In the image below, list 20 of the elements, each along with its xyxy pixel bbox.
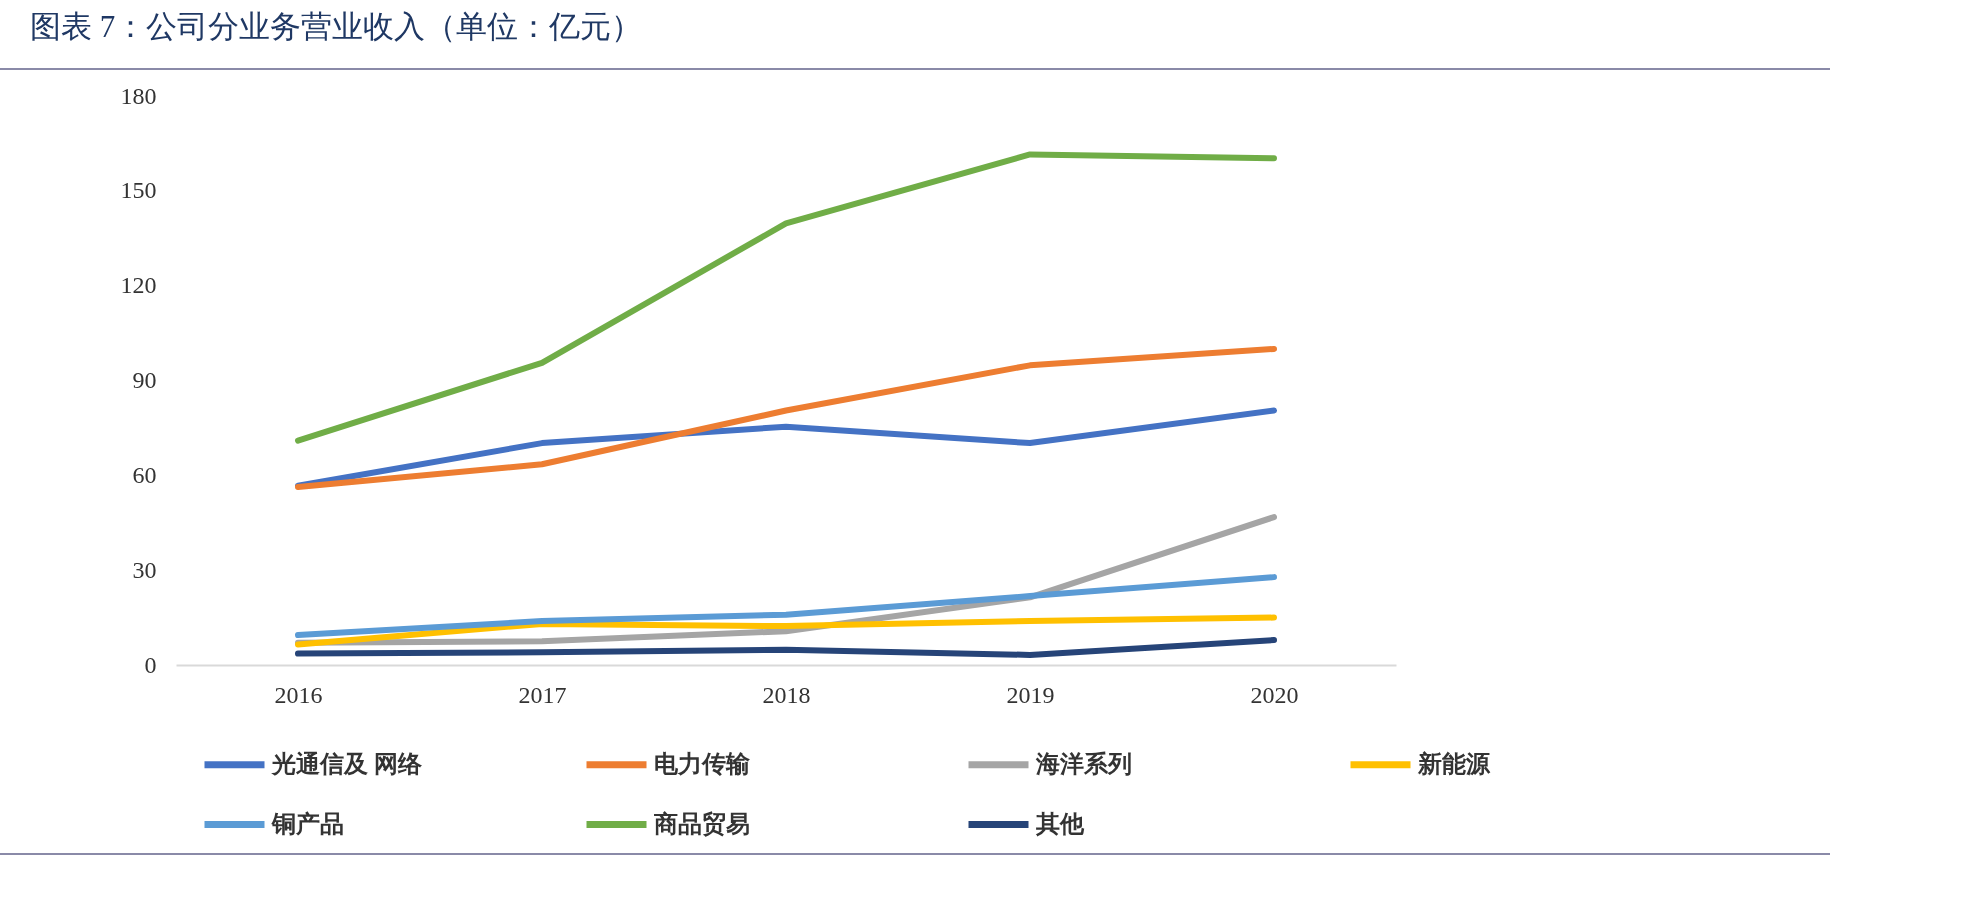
legend-label: 其他 xyxy=(1035,810,1085,837)
x-tick-label: 2018 xyxy=(762,681,811,708)
legend-label: 商品贸易 xyxy=(653,810,750,837)
chart-title: 图表 7：公司分业务营业收入（单位：亿元） xyxy=(30,9,643,44)
legend-label: 海洋系列 xyxy=(1035,750,1132,777)
y-tick-label: 0 xyxy=(144,651,157,678)
y-tick-label: 180 xyxy=(120,82,157,109)
y-tick-label: 90 xyxy=(132,367,157,393)
legend-label: 电力传输 xyxy=(654,750,751,777)
x-tick-label: 2019 xyxy=(1006,681,1055,708)
x-tick-label: 2020 xyxy=(1250,681,1299,708)
legend-label: 光通信及 网络 xyxy=(271,750,423,777)
y-tick-label: 150 xyxy=(120,177,157,204)
y-tick-label: 60 xyxy=(132,461,157,488)
legend-label: 铜产品 xyxy=(271,810,344,837)
x-tick-label: 2017 xyxy=(518,681,567,708)
y-tick-label: 30 xyxy=(132,556,157,583)
x-tick-label: 2016 xyxy=(274,681,323,708)
y-tick-label: 120 xyxy=(120,272,157,299)
legend-label: 新能源 xyxy=(1417,750,1491,777)
